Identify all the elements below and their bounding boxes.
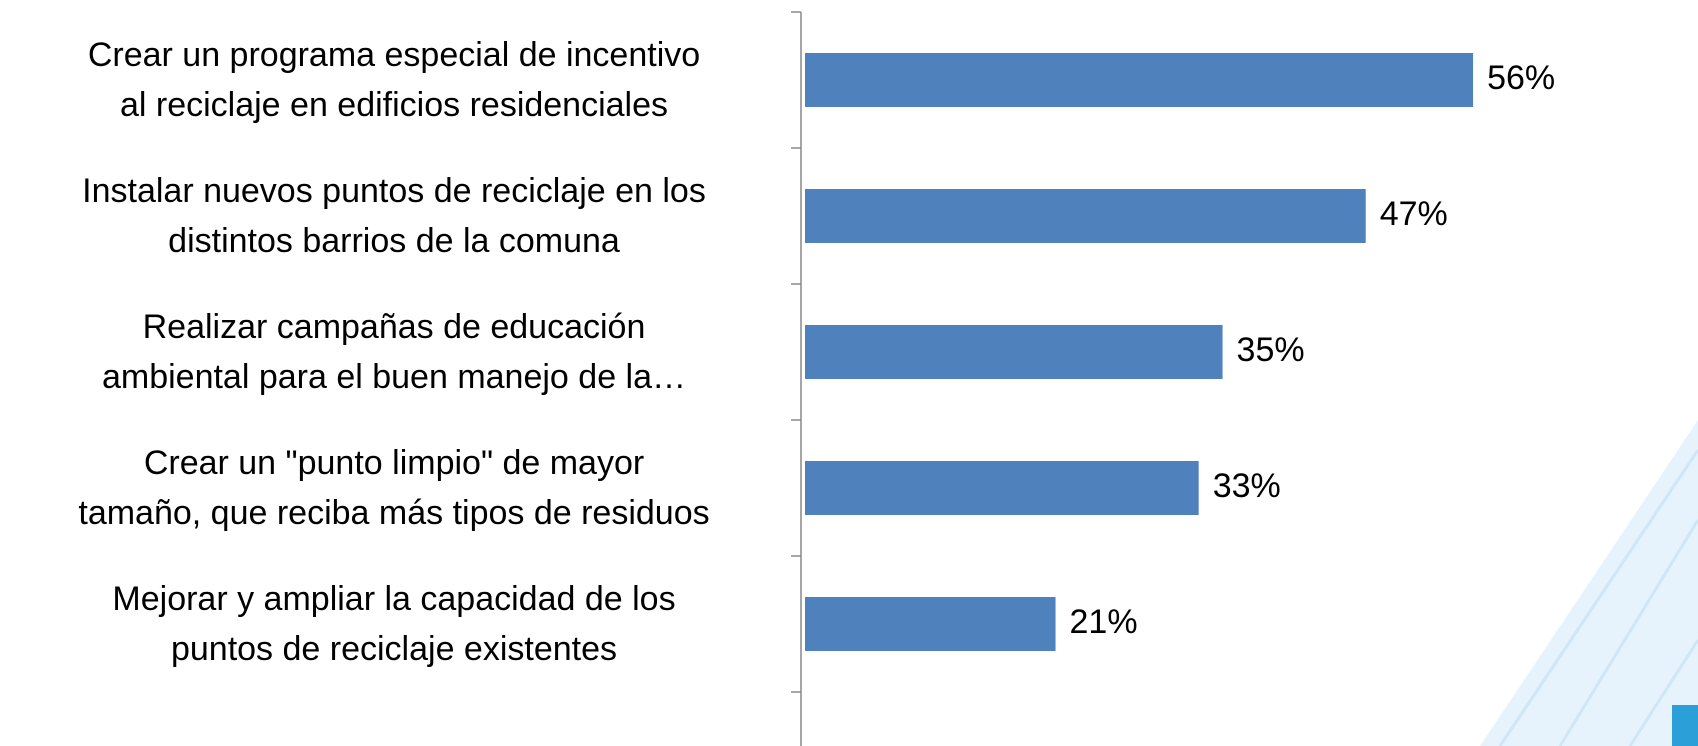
category-label: Crear un programa especial de incentivo …: [87, 36, 701, 124]
decoration-block: [1672, 705, 1698, 746]
decoration: [1480, 420, 1698, 746]
bar: [805, 53, 1474, 107]
category-label: Instalar nuevos puntos de reciclaje en l…: [82, 172, 706, 260]
value-label: 56%: [1487, 59, 1555, 97]
bar: [805, 325, 1223, 379]
value-label: 47%: [1380, 195, 1448, 233]
category-label: Crear un "punto limpio" de mayor tamaño,…: [78, 444, 710, 532]
value-label: 21%: [1070, 603, 1138, 641]
category-label: Realizar campañas de educación ambiental…: [101, 308, 687, 396]
bar: [805, 461, 1199, 515]
category-label: Mejorar y ampliar la capacidad de los pu…: [112, 580, 676, 668]
value-label: 33%: [1213, 467, 1281, 505]
value-label: 35%: [1237, 331, 1305, 369]
bar: [805, 189, 1366, 243]
bar: [805, 597, 1056, 651]
